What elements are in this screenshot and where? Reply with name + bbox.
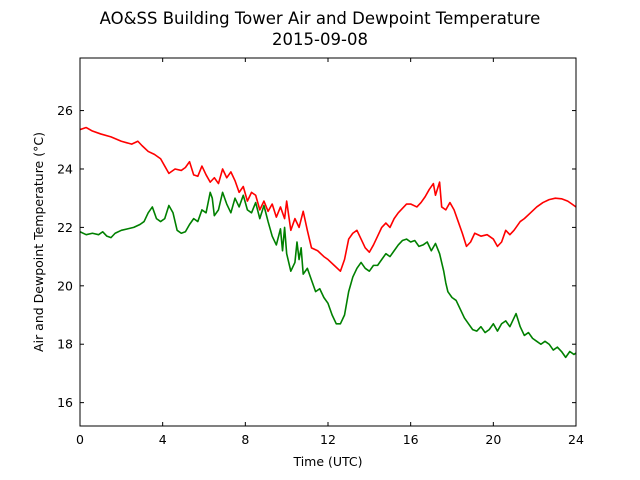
series-layer bbox=[80, 126, 576, 359]
series-line-2 bbox=[80, 191, 576, 359]
y-tick-label: 22 bbox=[57, 220, 73, 235]
chart-subtitle: 2015-09-08 bbox=[272, 30, 368, 49]
x-axis-label: Time (UTC) bbox=[292, 454, 362, 469]
series-line-1 bbox=[80, 126, 576, 273]
x-tick-label: 16 bbox=[403, 432, 419, 447]
x-tick-label: 20 bbox=[485, 432, 501, 447]
y-tick-label: 18 bbox=[57, 337, 73, 352]
x-axis: 0 4 8 12 16 20 24 bbox=[76, 58, 584, 447]
x-tick-label: 24 bbox=[568, 432, 584, 447]
chart-title: AO&SS Building Tower Air and Dewpoint Te… bbox=[100, 9, 541, 28]
x-tick-label: 12 bbox=[320, 432, 336, 447]
y-tick-label: 24 bbox=[57, 161, 73, 176]
x-tick-label: 0 bbox=[76, 432, 84, 447]
y-axis: 16 18 20 22 24 26 bbox=[57, 103, 576, 410]
x-tick-label: 4 bbox=[159, 432, 167, 447]
y-tick-label: 16 bbox=[57, 395, 73, 410]
x-tick-label: 8 bbox=[241, 432, 249, 447]
y-tick-label: 20 bbox=[57, 278, 73, 293]
y-axis-label: Air and Dewpoint Temperature (°C) bbox=[31, 132, 46, 352]
y-tick-label: 26 bbox=[57, 103, 73, 118]
